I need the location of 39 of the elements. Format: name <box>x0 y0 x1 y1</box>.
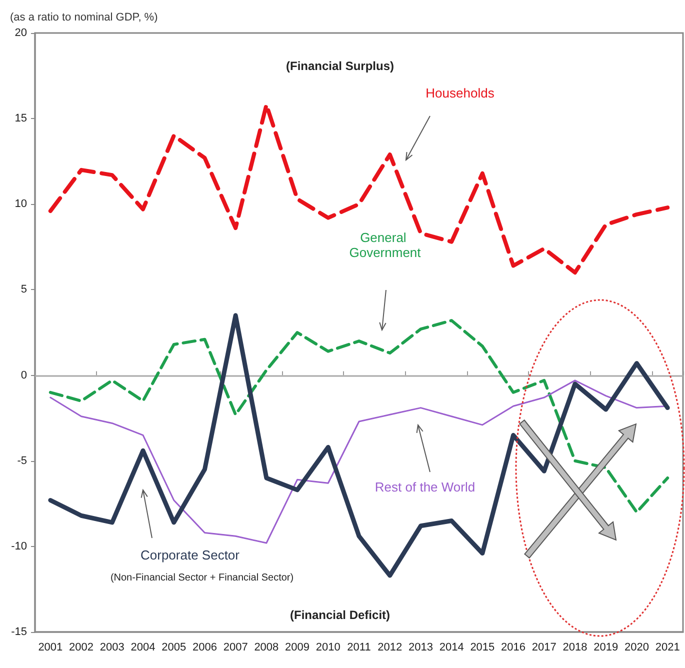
x-tick-label: 2007 <box>223 642 248 654</box>
y-tick-label: 10 <box>14 198 27 210</box>
text: Rest of the World <box>374 480 476 494</box>
x-tick-label: 2008 <box>254 642 279 654</box>
text: Corporate Sector <box>140 548 240 562</box>
x-tick-label: 2002 <box>69 642 94 654</box>
x-tick-label: 2021 <box>655 642 680 654</box>
y-tick-label: -5 <box>17 454 27 467</box>
text: General Government <box>349 230 422 260</box>
y-axis-title: (as a ratio to nominal GDP, %) <box>10 12 158 24</box>
text: Households <box>426 86 495 100</box>
x-tick-label: 2004 <box>130 642 156 654</box>
x-tick-label: 2009 <box>285 642 310 654</box>
annotation: (Non-Financial Sector + Financial Sector) <box>110 572 294 584</box>
x-tick-label: 2001 <box>38 642 63 654</box>
x-tick-label: 2018 <box>562 642 588 654</box>
annotation: (Financial Surplus) <box>286 59 394 73</box>
y-tick-label: 0 <box>20 369 27 382</box>
y-tick-label: 20 <box>14 27 27 39</box>
y-tick-label: -15 <box>11 626 27 638</box>
x-tick-label: 2017 <box>532 642 556 654</box>
x-tick-label: 2016 <box>501 642 526 654</box>
x-tick-label: 2006 <box>192 642 217 654</box>
x-tick-label: 2010 <box>316 642 340 654</box>
x-tick-label: 2019 <box>594 642 618 654</box>
x-tick-label: 2003 <box>100 642 124 654</box>
x-tick-label: 2012 <box>378 642 402 654</box>
x-tick-label: 2014 <box>439 642 464 654</box>
x-tick-label: 2011 <box>347 642 371 654</box>
x-tick-label: 2015 <box>470 642 495 654</box>
x-tick-label: 2020 <box>624 642 649 654</box>
line-series <box>48 102 670 275</box>
line-series <box>48 319 670 514</box>
x-tick-label: 2005 <box>162 642 186 654</box>
y-tick-label: 5 <box>20 284 27 296</box>
x-tick-label: 2013 <box>408 642 433 654</box>
annotation: (Financial Deficit) <box>290 608 390 622</box>
y-tick-label: 15 <box>14 112 27 125</box>
y-tick-label: -10 <box>11 540 27 552</box>
